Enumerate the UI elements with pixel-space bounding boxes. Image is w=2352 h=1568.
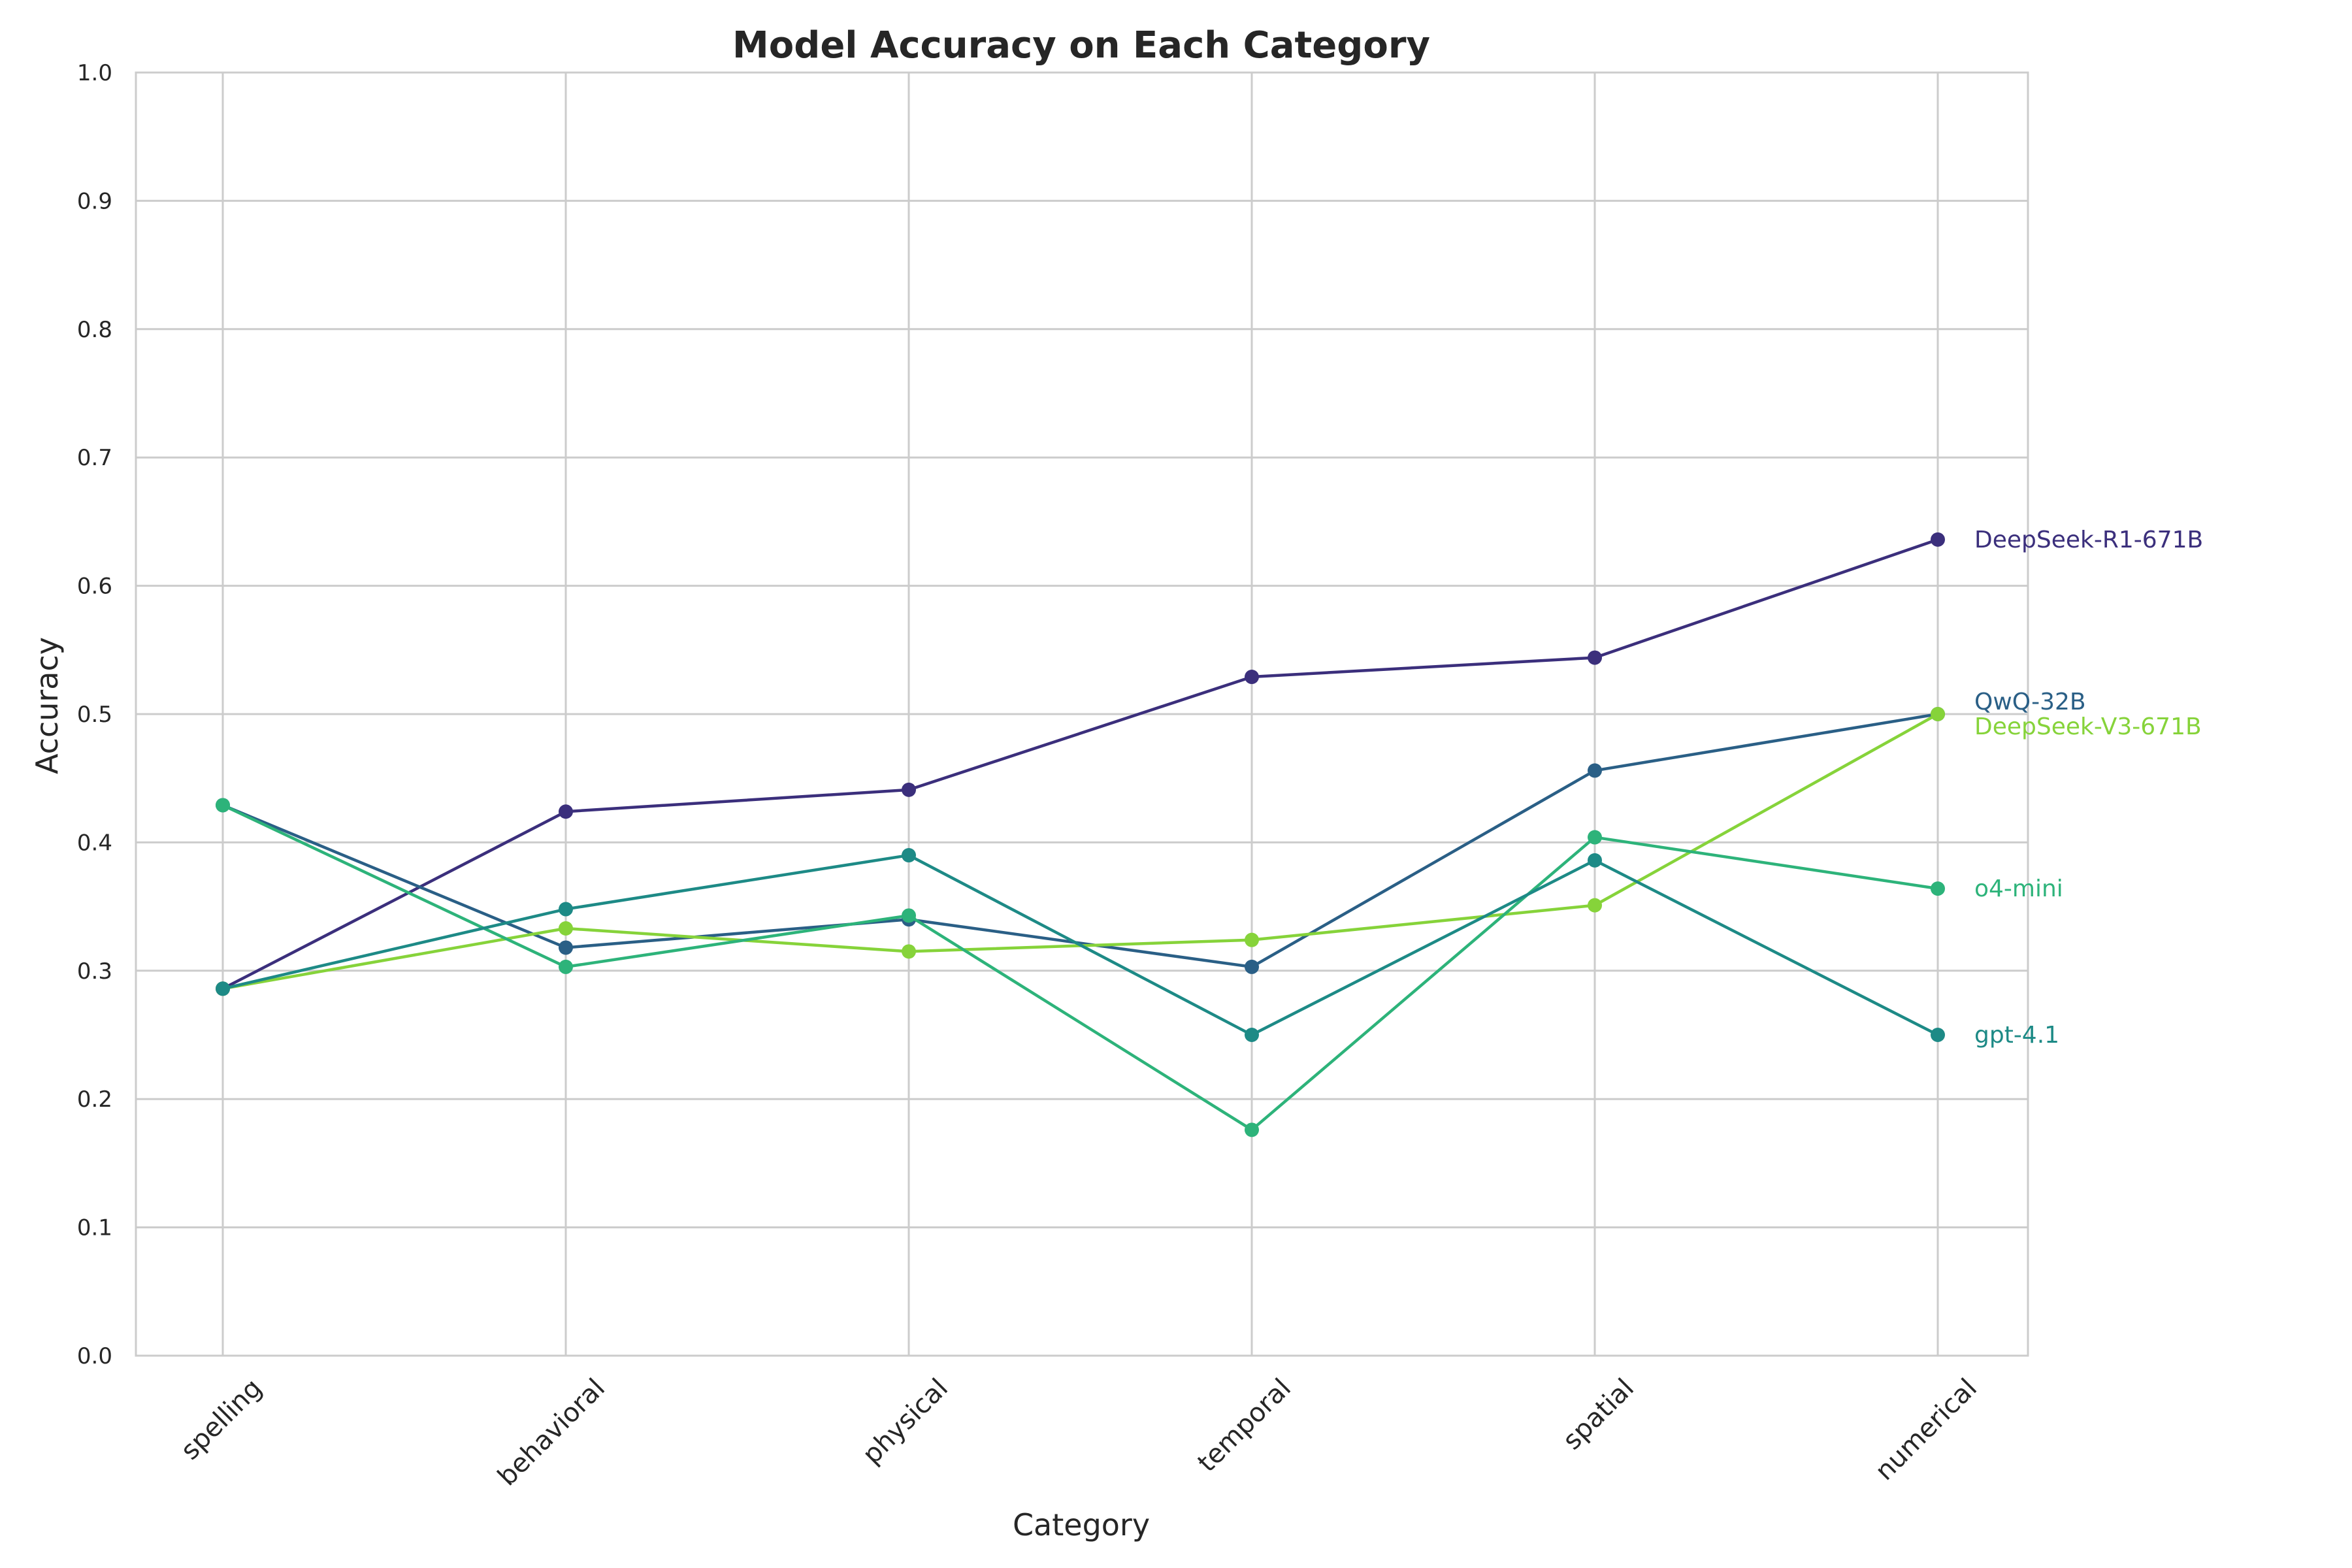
chart-title: Model Accuracy on Each Category (732, 24, 1430, 67)
data-point (1588, 853, 1602, 868)
y-tick-label: 0.7 (77, 445, 112, 471)
data-point (216, 981, 230, 996)
x-axis-label: Category (1013, 1507, 1150, 1543)
series-end-label: DeepSeek-V3-671B (1974, 713, 2202, 740)
data-point (902, 944, 916, 959)
data-point (902, 782, 916, 797)
data-point (1588, 830, 1602, 845)
data-point (1931, 532, 1945, 547)
series-line (221, 804, 1940, 1132)
data-point (559, 804, 573, 819)
y-tick-label: 0.0 (77, 1343, 112, 1369)
data-point (559, 902, 573, 917)
data-point (1245, 1028, 1259, 1042)
y-tick-label: 1.0 (77, 60, 112, 86)
y-tick-label: 0.9 (77, 188, 112, 214)
y-tick-labels: 0.0 0.1 0.2 0.3 0.4 0.5 0.6 0.7 0.8 0.9 1.0 (77, 60, 112, 1369)
data-point (1245, 670, 1259, 685)
data-point (1588, 763, 1602, 778)
data-point (1931, 707, 1945, 721)
series-line (221, 853, 1940, 1037)
data-point (1931, 1028, 1945, 1042)
data-point (216, 798, 230, 813)
data-point (1588, 898, 1602, 913)
y-tick-label: 0.6 (77, 574, 112, 600)
data-point (1245, 959, 1259, 974)
data-point (902, 908, 916, 923)
y-tick-label: 0.2 (77, 1086, 112, 1113)
data-point (902, 848, 916, 863)
plot-frame (135, 71, 2029, 1357)
series-gpt-4-1 (216, 848, 1945, 1042)
data-point (1931, 881, 1945, 896)
y-axis-label: Accuracy (29, 637, 65, 774)
series-end-label: QwQ-32B (1974, 689, 2086, 715)
series-line (221, 538, 1940, 990)
y-tick-label: 0.5 (77, 702, 112, 728)
data-point (1245, 932, 1259, 947)
series-end-label: gpt-4.1 (1974, 1022, 2059, 1049)
y-tick-label: 0.8 (77, 317, 112, 343)
y-tick-label: 0.1 (77, 1215, 112, 1241)
y-tick-label: 0.3 (77, 958, 112, 985)
series-end-label: o4-mini (1974, 875, 2063, 902)
data-point (1588, 650, 1602, 665)
series-o4-mini (216, 798, 1945, 1137)
series-layer (216, 532, 1945, 1137)
data-point (559, 940, 573, 955)
data-point (1245, 1122, 1259, 1137)
data-point (559, 921, 573, 936)
y-tick-label: 0.4 (77, 830, 112, 856)
series-end-label: DeepSeek-R1-671B (1974, 527, 2203, 553)
data-point (559, 959, 573, 974)
